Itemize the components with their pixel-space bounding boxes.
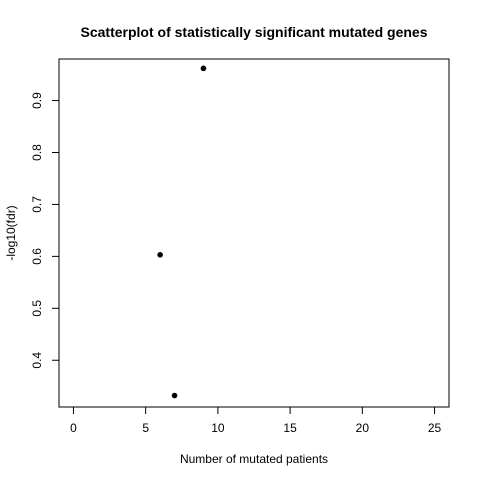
data-point (157, 252, 163, 258)
y-tick-label: 0.4 (30, 352, 44, 369)
y-tick-label: 0.5 (30, 300, 44, 317)
data-point (200, 65, 207, 72)
y-tick-label: 0.6 (30, 248, 44, 265)
x-tick-label: 25 (428, 421, 442, 435)
data-point (171, 392, 178, 399)
y-axis: 0.4 0.5 0.6 0.7 0.8 0.9 (30, 92, 60, 369)
y-tick-label: 0.9 (30, 92, 44, 109)
x-tick-label: 10 (211, 421, 225, 435)
x-tick-label: 15 (283, 421, 297, 435)
chart-title: Scatterplot of statistically significant… (81, 24, 428, 40)
x-axis: 0 5 10 15 20 25 (70, 406, 442, 435)
plot-frame (58, 58, 450, 408)
y-tick-label: 0.7 (30, 196, 44, 213)
x-tick-label: 0 (70, 421, 77, 435)
x-axis-label: Number of mutated patients (180, 452, 328, 466)
y-axis-label: -log10(fdr) (4, 205, 18, 260)
x-tick-label: 20 (356, 421, 370, 435)
data-points (157, 65, 207, 399)
y-tick-label: 0.8 (30, 144, 44, 161)
x-tick-label: 5 (142, 421, 149, 435)
